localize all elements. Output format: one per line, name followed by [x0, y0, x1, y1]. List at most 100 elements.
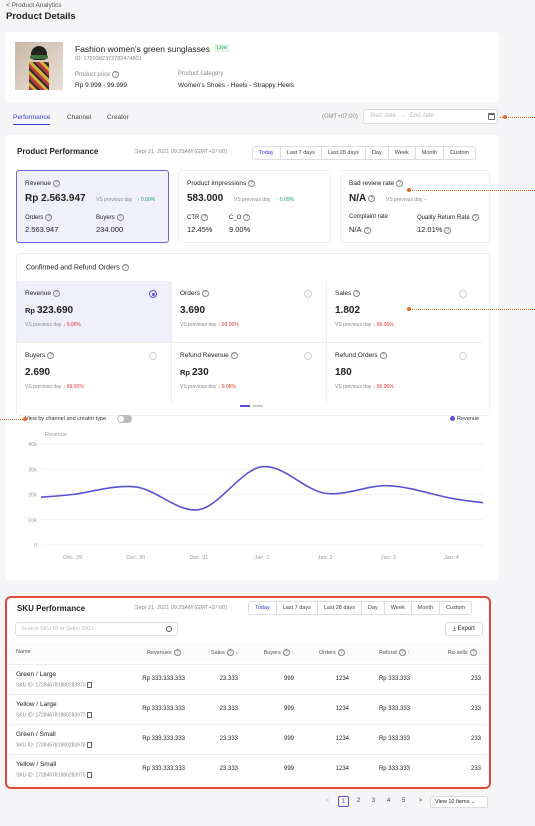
page-3[interactable]: 3 — [371, 798, 376, 804]
period-last-28-days[interactable]: Last 28 days — [318, 602, 363, 614]
help-icon[interactable]: ? — [243, 214, 251, 221]
help-icon[interactable]: ? — [230, 352, 238, 359]
copy-icon[interactable] — [86, 772, 92, 778]
table-row[interactable]: Yellow / Small SKU ID: 172846781980283975… — [7, 754, 488, 783]
impressions-tile[interactable]: Product Impressions? 583.000 VS previous… — [178, 170, 331, 243]
carousel-dot-active[interactable] — [240, 405, 250, 407]
revenue-tile[interactable]: Revenue? Rp 2.563.947 VS previous day ↑ … — [16, 170, 169, 243]
help-icon[interactable]: ? — [53, 290, 61, 297]
help-icon[interactable]: ? — [201, 214, 209, 221]
carousel-dot[interactable] — [253, 405, 263, 407]
period-last-28-days[interactable]: Last 28 days — [322, 147, 367, 159]
metric-radio[interactable] — [304, 290, 312, 298]
help-icon[interactable]: ? — [226, 649, 234, 656]
period-today[interactable]: Today — [249, 602, 277, 614]
help-icon[interactable]: ? — [201, 290, 209, 297]
end-date-input[interactable]: End date — [410, 113, 435, 119]
help-icon[interactable]: ? — [398, 649, 406, 656]
export-button[interactable]: ⤓ Export — [445, 622, 483, 636]
copy-icon[interactable] — [86, 712, 92, 718]
page-1[interactable]: 1 — [338, 796, 349, 807]
refund-metric-cell[interactable]: Refund Orders? 180 VS previous day ↓ 99.0… — [327, 343, 482, 405]
start-date-input[interactable]: Start date — [370, 113, 397, 119]
page-5[interactable]: 5 — [401, 798, 406, 804]
refund-metric-cell[interactable]: Revenue? Rp 323.690 VS previous day ↓ 9.06… — [17, 281, 172, 343]
column-header[interactable]: Buyers? ↕ — [263, 649, 294, 656]
metric-radio[interactable] — [459, 352, 467, 360]
help-icon[interactable]: ? — [396, 180, 404, 187]
sku-timestamp: Sept 21, 2021 09:29AM (GMT+07:00) — [135, 605, 228, 611]
breadcrumb[interactable]: < Product Analytics — [6, 2, 62, 9]
table-row[interactable]: Green / Small SKU ID: 172846781980283978 … — [7, 724, 488, 753]
refund-metric-cell[interactable]: Orders? 3.690 VS previous day ↓ 99.06% — [172, 281, 327, 343]
column-header[interactable]: Revenues? ↕ — [146, 649, 185, 656]
table-row[interactable]: Green / Large SKU ID: 172846781980283970 … — [7, 664, 488, 693]
period-month[interactable]: Month — [416, 147, 445, 159]
help-icon[interactable]: ? — [45, 214, 53, 221]
pagination-prev[interactable]: < — [325, 798, 330, 804]
bad-review-tile[interactable]: Bad review rate? N/A? VS previous day --… — [340, 170, 490, 243]
view-by-channel-toggle[interactable] — [117, 415, 132, 423]
page-2[interactable]: 2 — [356, 798, 361, 804]
sku-name: Green / Small — [16, 731, 56, 738]
period-week[interactable]: Week — [385, 602, 412, 614]
help-icon[interactable]: ? — [47, 352, 55, 359]
metric-compare: VS previous day ↓ 9.06% — [25, 322, 81, 328]
help-icon[interactable]: ? — [112, 71, 120, 78]
metric-radio[interactable] — [149, 352, 157, 360]
help-icon[interactable]: ? — [337, 649, 345, 656]
help-icon[interactable]: ? — [471, 214, 479, 221]
table-row[interactable]: Yellow / Large SKU ID: 172846781980283977… — [7, 694, 488, 723]
sort-icon[interactable]: ↕ — [182, 649, 185, 656]
period-month[interactable]: Month — [412, 602, 441, 614]
help-icon[interactable]: ? — [444, 226, 452, 234]
pagination-next[interactable]: > — [418, 798, 423, 804]
copy-icon[interactable] — [86, 742, 92, 748]
sort-icon[interactable]: ↕ — [407, 649, 410, 656]
help-icon[interactable]: ? — [116, 214, 124, 221]
metric-radio[interactable] — [304, 352, 312, 360]
sku-search-input[interactable]: Search SKU ID or Seller SKU — [15, 622, 178, 636]
period-day[interactable]: Day — [362, 602, 385, 614]
help-icon[interactable]: ? — [121, 264, 129, 271]
help-icon[interactable]: ? — [353, 290, 361, 297]
sort-icon[interactable]: ↕ — [291, 649, 294, 656]
page-4[interactable]: 4 — [386, 798, 391, 804]
help-icon[interactable]: ? — [469, 649, 477, 656]
column-header[interactable]: Re-sells? ↕ — [447, 649, 481, 656]
page-size-select[interactable]: View 10 Items ⌄ — [430, 796, 488, 808]
calendar-icon[interactable] — [488, 113, 495, 120]
help-icon[interactable]: ? — [379, 352, 387, 359]
tab-creator[interactable]: Creator — [107, 114, 129, 121]
period-last-7-days[interactable]: Last 7 days — [281, 147, 322, 159]
search-icon[interactable] — [166, 626, 172, 632]
sort-icon[interactable]: ↕ — [346, 649, 349, 656]
column-header[interactable]: Refund? ↕ — [378, 649, 410, 656]
period-last-7-days[interactable]: Last 7 days — [277, 602, 318, 614]
period-custom[interactable]: Custom — [446, 605, 466, 611]
help-icon[interactable]: ? — [282, 649, 290, 656]
period-day[interactable]: Day — [366, 147, 389, 159]
help-icon[interactable]: ? — [53, 180, 61, 187]
column-header[interactable]: Sales? ↓ — [210, 649, 238, 656]
date-range-picker[interactable]: Start date → End date — [363, 109, 498, 124]
column-header[interactable]: Orders? ↕ — [318, 649, 349, 656]
sort-icon[interactable]: ↓ — [235, 649, 238, 656]
refund-metric-cell[interactable]: Refund Revenue? Rp 230 VS previous day ↓ 9… — [172, 343, 327, 405]
sort-icon[interactable]: ↕ — [478, 649, 481, 656]
copy-icon[interactable] — [86, 682, 92, 688]
tab-performance[interactable]: Performance — [13, 114, 51, 125]
help-icon[interactable]: ? — [368, 194, 376, 202]
help-icon[interactable]: ? — [173, 649, 181, 656]
period-today[interactable]: Today — [253, 147, 281, 159]
period-custom[interactable]: Custom — [450, 150, 470, 156]
help-icon[interactable]: ? — [248, 180, 256, 187]
period-week[interactable]: Week — [389, 147, 416, 159]
metric-radio[interactable] — [149, 290, 157, 298]
legend-marker-icon — [450, 416, 455, 422]
metric-radio[interactable] — [459, 290, 467, 298]
tab-channel[interactable]: Channel — [67, 114, 92, 121]
help-icon[interactable]: ? — [363, 226, 371, 234]
refund-metric-cell[interactable]: Buyers? 2.690 VS previous day ↓ 99.06% — [17, 343, 172, 405]
refund-metric-cell[interactable]: Sales? 1.802 VS previous day ↓ 99.06% — [327, 281, 482, 343]
